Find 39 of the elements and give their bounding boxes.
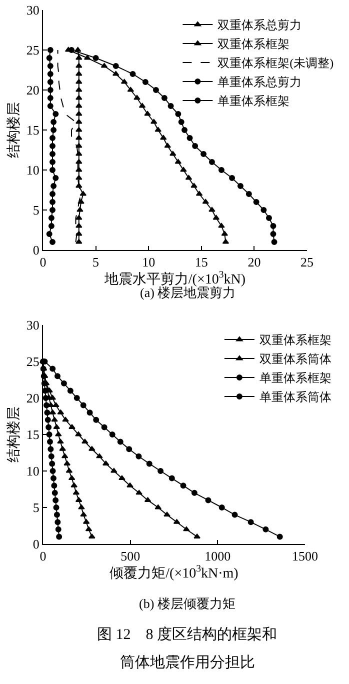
y-tick-label: 0 xyxy=(32,536,40,552)
y-tick-label: 15 xyxy=(26,122,40,138)
y-tick-label: 25 xyxy=(26,354,40,370)
x-tick-label: 20 xyxy=(248,254,261,270)
legend-label: 双重体系框架(未调整) xyxy=(218,56,334,70)
legend-label: 单重体系筒体 xyxy=(259,390,332,404)
x-axis-title: 地震水平剪力/(×10$^{3}$kN) xyxy=(103,270,246,288)
y-tick-label: 30 xyxy=(26,318,40,333)
legend-label: 单重体系框架 xyxy=(259,371,332,386)
y-tick-label: 0 xyxy=(32,242,40,258)
legend-label: 双重体系框架 xyxy=(259,333,332,348)
y-tick-label: 30 xyxy=(26,2,40,18)
x-tick-label: 15 xyxy=(194,254,208,270)
text: 筒体地震作用分担比 xyxy=(120,654,255,671)
y-tick-label: 10 xyxy=(26,162,40,178)
text: (a) 楼层地震剪力 xyxy=(140,285,236,300)
y-tick-label: 15 xyxy=(26,427,40,442)
x-tick-label: 10 xyxy=(142,254,156,270)
caption: 图 12 8 度区结构的框架和 xyxy=(97,626,277,643)
x-tick-label: 1500 xyxy=(292,548,318,564)
x-axis-title: 倾覆力矩/(×10$^{3}$kN·m) xyxy=(110,564,239,582)
legend-label: 双重体系筒体 xyxy=(259,352,332,366)
legend-label: 单重体系总剪力 xyxy=(218,75,302,90)
y-axis-title: 结构楼层 xyxy=(6,406,22,462)
y-tick-label: 5 xyxy=(32,500,40,516)
x-tick-label: 25 xyxy=(300,254,314,270)
legend-label: 双重体系框架 xyxy=(218,37,290,52)
y-tick-label: 20 xyxy=(26,82,40,98)
y-tick-label: 10 xyxy=(26,464,40,479)
y-tick-label: 25 xyxy=(26,42,40,58)
legend-label: 双重体系总剪力 xyxy=(218,18,302,32)
x-tick-label: 5 xyxy=(92,254,100,270)
text: (b) 楼层倾覆力矩 xyxy=(139,596,236,611)
y-axis-title: 结构楼层 xyxy=(6,102,22,158)
x-tick-label: 1000 xyxy=(204,548,231,564)
y-tick-label: 5 xyxy=(32,202,40,218)
x-tick-label: 500 xyxy=(120,548,140,564)
legend-label: 单重体系框架 xyxy=(218,94,290,108)
y-tick-label: 20 xyxy=(26,390,40,406)
